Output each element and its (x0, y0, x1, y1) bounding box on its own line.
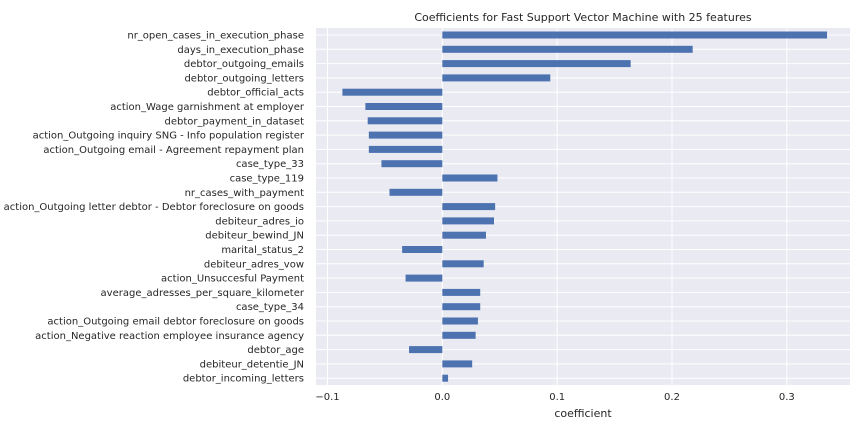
category-label: debiteur_bewind_JN (205, 231, 304, 242)
x-tick-label: 0.0 (434, 392, 450, 403)
bar (442, 231, 486, 239)
bar (405, 274, 443, 282)
bar (442, 174, 498, 182)
category-label: marital_status_2 (221, 245, 304, 256)
bar (368, 145, 443, 153)
category-label: debtor_official_acts (207, 88, 304, 99)
category-label: case_type_119 (230, 174, 304, 185)
bar (442, 31, 828, 39)
bar (442, 303, 481, 311)
x-tick-labels: −0.1 0.0 0.1 0.2 0.3 (315, 392, 794, 403)
category-label: average_adresses_per_square_kilometer (101, 288, 305, 299)
category-label: case_type_33 (236, 159, 304, 170)
bar (442, 360, 473, 368)
category-label: action_Wage garnishment at employer (110, 102, 305, 113)
category-label: action_Negative reaction employee insura… (35, 331, 304, 342)
bar (368, 131, 443, 139)
category-labels: nr_open_cases_in_execution_phase days_in_… (4, 31, 305, 385)
bar (402, 246, 443, 253)
bar (442, 288, 481, 296)
bar (442, 203, 496, 211)
bars (342, 31, 828, 382)
bar (381, 160, 443, 168)
chart-title: Coefficients for Fast Support Vector Mac… (414, 11, 752, 24)
category-label: days_in_execution_phase (177, 45, 304, 56)
category-label: nr_open_cases_in_execution_phase (127, 31, 304, 42)
bar (442, 45, 693, 53)
bar (442, 374, 449, 382)
x-tick-label: 0.3 (779, 392, 795, 403)
bar (365, 103, 443, 110)
category-label: action_Unsuccesful Payment (161, 274, 304, 285)
bar (442, 260, 484, 268)
x-tick-label: 0.2 (664, 392, 680, 403)
category-label: debiteur_adres_io (215, 216, 304, 227)
category-label: action_Outgoing inquiry SNG - Info popul… (33, 131, 305, 142)
bar (442, 74, 551, 82)
category-label: case_type_34 (236, 302, 304, 313)
category-label: debtor_age (247, 345, 304, 356)
category-label: action_Outgoing email debtor foreclosure… (47, 317, 304, 328)
x-tick-label: −0.1 (315, 392, 339, 403)
bar (442, 217, 494, 225)
category-label: action_Outgoing email - Agreement repaym… (43, 145, 304, 156)
bar (342, 88, 443, 96)
bar (442, 317, 478, 325)
category-label: debiteur_adres_vow (204, 259, 304, 270)
category-label: debtor_outgoing_letters (184, 73, 304, 84)
category-label: debtor_payment_in_dataset (165, 116, 305, 127)
x-tick-label: 0.1 (549, 392, 565, 403)
bar (367, 117, 443, 125)
bar (389, 188, 443, 196)
category-label: debiteur_detentie_JN (200, 359, 304, 370)
category-label: debtor_incoming_letters (183, 374, 304, 385)
category-label: action_Outgoing letter debtor - Debtor f… (4, 202, 304, 213)
bar (442, 60, 631, 68)
bar (442, 331, 476, 339)
category-label: debtor_outgoing_emails (184, 59, 304, 70)
bar (409, 346, 443, 354)
category-label: nr_cases_with_payment (185, 188, 304, 199)
x-axis-label: coefficient (554, 407, 612, 420)
gridlines (316, 28, 850, 385)
